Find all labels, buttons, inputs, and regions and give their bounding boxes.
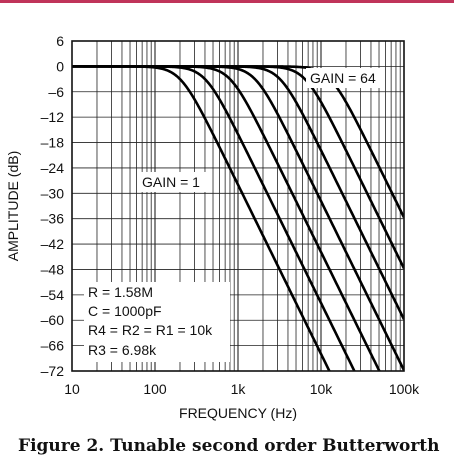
y-axis-label: AMPLITUDE (dB)	[5, 151, 21, 261]
y-tick-label: –54	[41, 287, 65, 303]
component-value-r: R = 1.58M	[88, 284, 153, 300]
curves	[72, 65, 404, 371]
component-values-background	[84, 282, 230, 362]
y-tick-label: –66	[41, 338, 65, 354]
y-tick-label: –36	[41, 211, 65, 227]
component-value-c: C = 1000pF	[88, 303, 162, 319]
x-tick-label: 10k	[310, 381, 334, 397]
x-tick-label: 10	[64, 381, 80, 397]
y-tick-label: –6	[48, 84, 64, 100]
x-tick-label: 100k	[389, 381, 420, 397]
y-tick-label: –24	[41, 160, 65, 176]
gain-high-label-background	[306, 68, 384, 88]
y-tick-label: –42	[41, 236, 65, 252]
y-tick-label: –60	[41, 312, 65, 328]
y-tick-label: –72	[41, 363, 65, 379]
y-tick-label: –12	[41, 109, 65, 125]
component-value-r4-r2-r1: R4 = R2 = R1 = 10k	[88, 322, 213, 338]
y-tick-label: 0	[56, 58, 64, 74]
component-value-r3: R3 = 6.98k	[88, 342, 157, 358]
y-tick-labels: 6 0 –6 –12 –18 –24 –30 –36 –42 –48 –54 –60 –66 –72	[41, 33, 65, 379]
frequency-response-chart: GAIN = 64 GAIN = 1 R = 1.58M C = 1000pF …	[5, 33, 420, 421]
gain-high-label: GAIN = 64	[310, 70, 376, 86]
x-tick-label: 1k	[231, 381, 247, 397]
top-accent-rule	[0, 0, 454, 3]
x-tick-labels: 10 100 1k 10k 100k	[64, 381, 420, 397]
x-axis-label: FREQUENCY (Hz)	[179, 405, 297, 421]
curve-7	[72, 65, 404, 219]
y-tick-label: –30	[41, 185, 65, 201]
x-tick-label: 100	[143, 381, 167, 397]
plot-frame	[71, 40, 405, 372]
y-tick-label: 6	[56, 33, 64, 49]
y-tick-label: –18	[41, 135, 65, 151]
figure-caption: Figure 2. Tunable second order Butterwor…	[18, 436, 440, 456]
annotations: GAIN = 64 GAIN = 1 R = 1.58M C = 1000pF …	[84, 68, 384, 362]
gain-low-label-background	[137, 172, 211, 192]
gain-low-label: GAIN = 1	[142, 174, 200, 190]
y-tick-label: –48	[41, 261, 65, 277]
